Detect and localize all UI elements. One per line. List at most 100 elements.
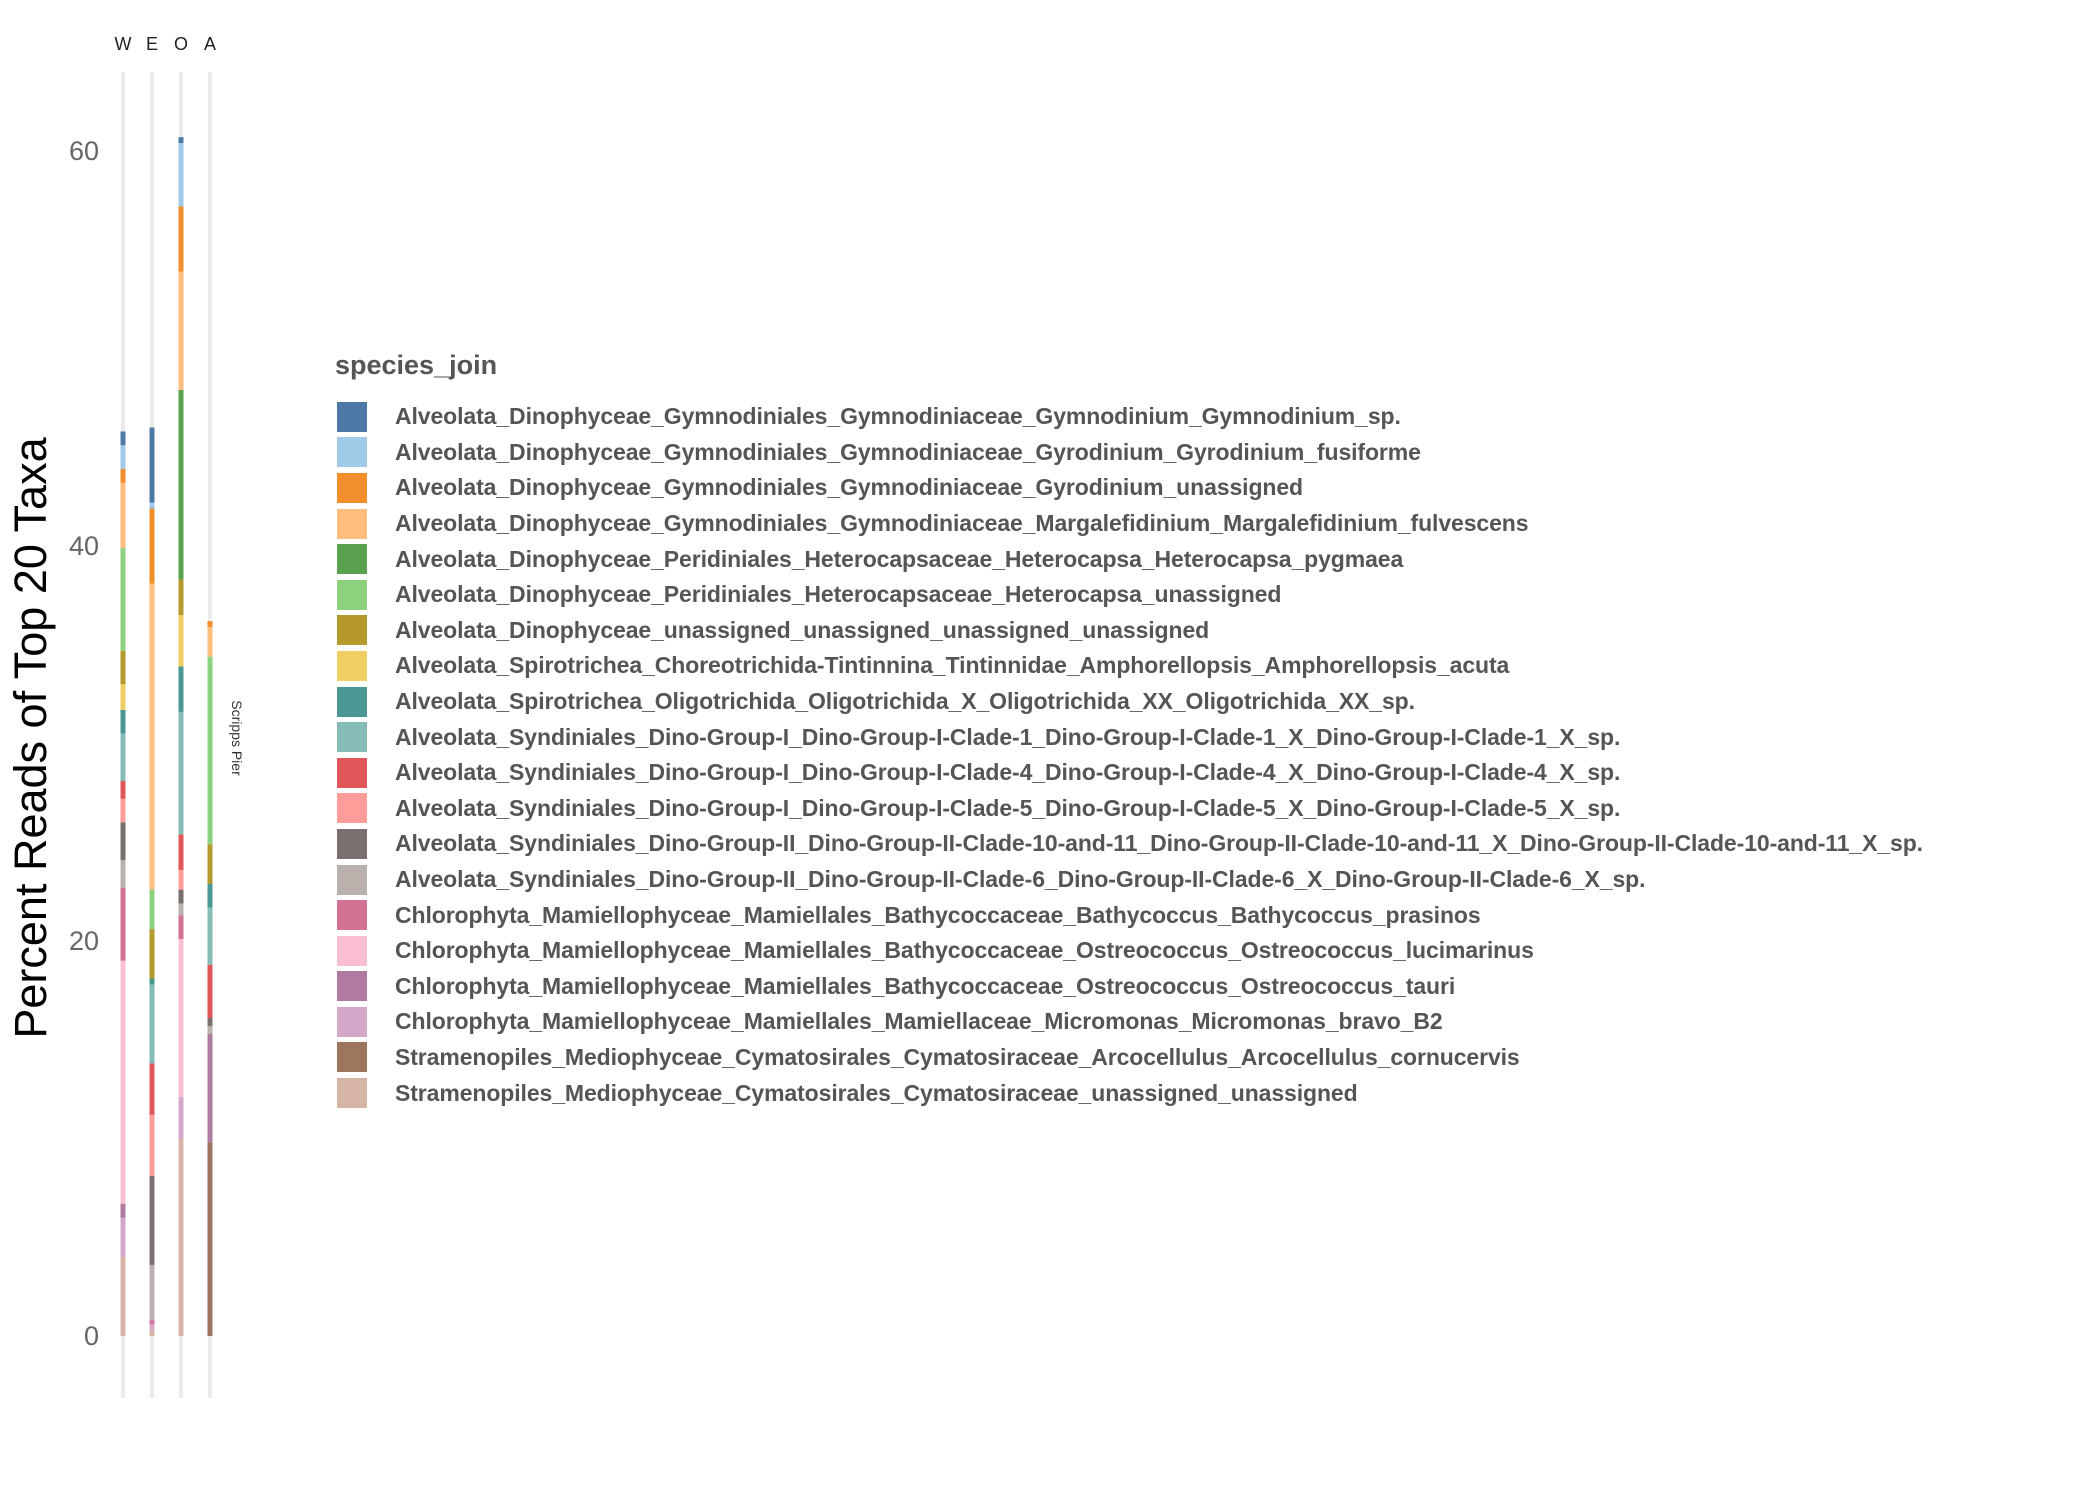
legend-item: Alveolata_Syndiniales_Dino-Group-I_Dino-… xyxy=(335,719,1923,755)
bar-segment-1-9 xyxy=(149,984,155,1064)
legend-item: Alveolata_Dinophyceae_Peridiniales_Heter… xyxy=(335,577,1923,613)
bar-segment-0-17 xyxy=(120,1217,126,1257)
bar-segment-2-19 xyxy=(178,1138,184,1336)
bar-segment-2-15 xyxy=(178,939,184,1098)
bar-segment-2-11 xyxy=(178,869,184,890)
bar-segment-3-8 xyxy=(207,883,213,908)
bar-segment-3-9 xyxy=(207,907,213,965)
bar-segment-2-6 xyxy=(178,579,184,616)
bar-segment-0-3 xyxy=(120,482,126,548)
legend-item: Alveolata_Syndiniales_Dino-Group-I_Dino-… xyxy=(335,755,1923,791)
facet-label-2: O xyxy=(174,34,188,54)
legend-label: Alveolata_Syndiniales_Dino-Group-I_Dino-… xyxy=(395,723,1621,750)
legend-item: Alveolata_Dinophyceae_Peridiniales_Heter… xyxy=(335,541,1923,577)
legend-label: Alveolata_Syndiniales_Dino-Group-II_Dino… xyxy=(395,830,1923,857)
bar-segment-2-3 xyxy=(178,271,184,390)
legend-item: Chlorophyta_Mamiellophyceae_Mamiellales_… xyxy=(335,933,1923,969)
bar-segment-2-10 xyxy=(178,834,184,870)
bar-segment-1-6 xyxy=(149,929,155,979)
legend-label: Alveolata_Syndiniales_Dino-Group-I_Dino-… xyxy=(395,759,1621,786)
bar-segment-1-12 xyxy=(149,1176,155,1265)
facet-label-0: W xyxy=(115,34,132,54)
legend-label: Chlorophyta_Mamiellophyceae_Mamiellales_… xyxy=(395,901,1481,928)
legend-swatch xyxy=(337,508,367,539)
legend-swatch xyxy=(337,579,367,610)
legend-item: Alveolata_Dinophyceae_Gymnodiniales_Gymn… xyxy=(335,435,1923,471)
legend-item: Chlorophyta_Mamiellophyceae_Mamiellales_… xyxy=(335,1004,1923,1040)
bar-segment-3-13 xyxy=(207,1025,213,1034)
bar-segment-2-8 xyxy=(178,666,184,712)
legend-label: Alveolata_Dinophyceae_Gymnodiniales_Gymn… xyxy=(395,474,1303,501)
facet-label-1: E xyxy=(146,34,158,54)
legend-swatch xyxy=(337,793,367,824)
legend-swatch xyxy=(337,472,367,503)
legend-item: Alveolata_Spirotrichea_Choreotrichida-Ti… xyxy=(335,648,1923,684)
bar-segment-1-10 xyxy=(149,1063,155,1115)
legend-swatch xyxy=(337,722,367,753)
legend-swatch xyxy=(337,935,367,966)
bar-segment-1-13 xyxy=(149,1264,155,1321)
legend-item: Alveolata_Dinophyceae_Gymnodiniales_Gymn… xyxy=(335,506,1923,542)
legend-item: Alveolata_Dinophyceae_Gymnodiniales_Gymn… xyxy=(335,399,1923,435)
legend-swatch xyxy=(337,1078,367,1109)
legend-label: Stramenopiles_Mediophyceae_Cymatosirales… xyxy=(395,1079,1358,1106)
bar-segment-2-14 xyxy=(178,915,184,940)
legend-swatch xyxy=(337,615,367,646)
bar-segment-3-6 xyxy=(207,844,213,884)
bar-segment-1-19 xyxy=(149,1330,155,1336)
legend-label: Alveolata_Syndiniales_Dino-Group-I_Dino-… xyxy=(395,794,1621,821)
legend-swatch xyxy=(337,437,367,468)
legend-item: Stramenopiles_Mediophyceae_Cymatosirales… xyxy=(335,1040,1923,1076)
legend-label: Alveolata_Dinophyceae_Gymnodiniales_Gymn… xyxy=(395,510,1529,537)
bar-segment-1-3 xyxy=(149,583,155,890)
y-tick-label: 40 xyxy=(69,531,99,561)
bar-segment-2-13 xyxy=(178,903,184,916)
bar-segment-2-12 xyxy=(178,889,184,904)
bar-segment-2-7 xyxy=(178,615,184,667)
legend-label: Alveolata_Syndiniales_Dino-Group-II_Dino… xyxy=(395,866,1646,893)
bar-segment-0-2 xyxy=(120,468,126,483)
legend-item: Alveolata_Syndiniales_Dino-Group-II_Dino… xyxy=(335,862,1923,898)
legend-swatch xyxy=(337,828,367,859)
legend: species_join Alveolata_Dinophyceae_Gymno… xyxy=(335,350,1923,1111)
bar-segment-1-1 xyxy=(149,502,155,509)
bar-segment-0-19 xyxy=(120,1257,126,1336)
legend-label: Alveolata_Dinophyceae_Gymnodiniales_Gymn… xyxy=(395,438,1421,465)
bar-segment-3-18 xyxy=(207,1142,213,1336)
legend-swatch xyxy=(337,1006,367,1037)
legend-label: Stramenopiles_Mediophyceae_Cymatosirales… xyxy=(395,1043,1520,1070)
bar-segment-1-0 xyxy=(149,427,155,503)
legend-label: Alveolata_Dinophyceae_Peridiniales_Heter… xyxy=(395,581,1282,608)
bar-segment-1-5 xyxy=(149,889,155,930)
bar-segment-3-12 xyxy=(207,1018,213,1026)
legend-item: Chlorophyta_Mamiellophyceae_Mamiellales_… xyxy=(335,897,1923,933)
bar-segment-3-10 xyxy=(207,964,213,1019)
legend-label: Chlorophyta_Mamiellophyceae_Mamiellales_… xyxy=(395,1008,1443,1035)
bar-segment-2-17 xyxy=(178,1097,184,1139)
bar-segment-1-8 xyxy=(149,978,155,985)
bar-segment-1-11 xyxy=(149,1114,155,1177)
bar-segment-3-16 xyxy=(207,1033,213,1143)
bar-segment-1-17 xyxy=(149,1324,155,1331)
y-tick-label: 20 xyxy=(69,926,99,956)
bar-segment-0-14 xyxy=(120,887,126,961)
legend-swatch xyxy=(337,544,367,575)
legend-label: Alveolata_Dinophyceae_unassigned_unassig… xyxy=(395,616,1210,643)
bar-segment-0-12 xyxy=(120,822,126,861)
bar-segment-1-14 xyxy=(149,1320,155,1325)
bar-segment-2-2 xyxy=(178,206,184,272)
legend-label: Alveolata_Dinophyceae_Peridiniales_Heter… xyxy=(395,545,1404,572)
bar-segment-3-5 xyxy=(207,656,213,845)
legend-item: Alveolata_Syndiniales_Dino-Group-II_Dino… xyxy=(335,826,1923,862)
bar-segment-3-2 xyxy=(207,621,213,627)
y-tick-label: 60 xyxy=(69,136,99,166)
bar-segment-0-16 xyxy=(120,1203,126,1218)
bar-segment-0-5 xyxy=(120,547,126,651)
bar-segment-0-13 xyxy=(120,860,126,888)
legend-label: Alveolata_Dinophyceae_Gymnodiniales_Gymn… xyxy=(395,403,1401,430)
legend-item: Stramenopiles_Mediophyceae_Cymatosirales… xyxy=(335,1075,1923,1111)
bar-segment-2-9 xyxy=(178,711,184,835)
legend-items: Alveolata_Dinophyceae_Gymnodiniales_Gymn… xyxy=(335,399,1923,1111)
legend-item: Alveolata_Spirotrichea_Oligotrichida_Oli… xyxy=(335,684,1923,720)
